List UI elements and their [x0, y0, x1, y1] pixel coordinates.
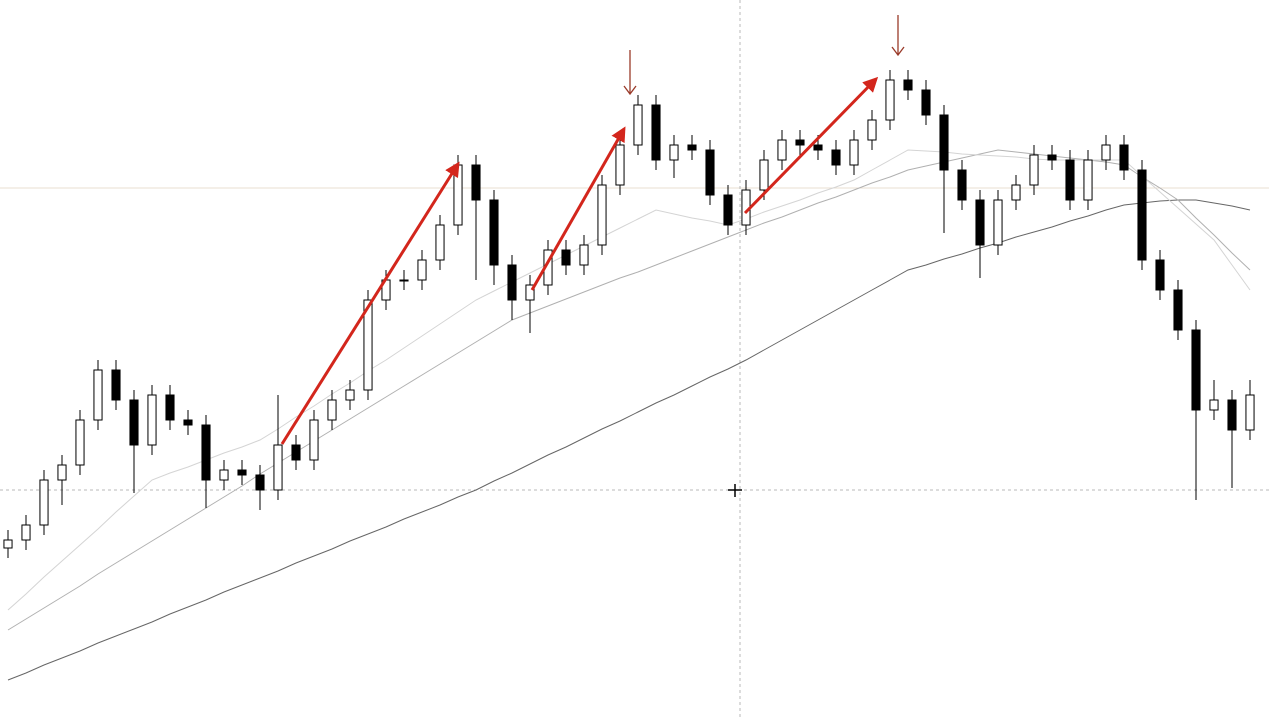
candle-body	[165, 394, 175, 421]
candle-body	[1101, 144, 1111, 161]
candle-body	[453, 164, 463, 226]
candle-body	[849, 139, 859, 166]
candle-body	[435, 224, 445, 261]
candle-body	[1065, 159, 1075, 201]
candles	[3, 70, 1255, 558]
candle-body	[273, 444, 283, 491]
candle-body	[1173, 289, 1183, 331]
candle-body	[363, 299, 373, 391]
candle-body	[1209, 399, 1219, 411]
candle-body	[1227, 399, 1237, 431]
candle-body	[579, 244, 589, 266]
candle-body	[975, 199, 985, 246]
candle-body	[687, 144, 697, 151]
candle-body	[129, 399, 139, 446]
candle-body	[903, 79, 913, 91]
candle-body	[1029, 154, 1039, 186]
candle-body	[723, 194, 733, 226]
candle-body	[813, 144, 823, 151]
trend-arrow	[530, 126, 626, 291]
candle-body	[1137, 169, 1147, 261]
moving-average-line	[7, 199, 1251, 681]
candle-body	[1083, 159, 1093, 201]
candle-body	[309, 419, 319, 461]
candle-body	[597, 184, 607, 246]
candle-body	[705, 149, 715, 196]
annotations	[280, 15, 905, 497]
moving-averages	[7, 149, 1251, 681]
candle-body	[417, 259, 427, 281]
candle-body	[399, 279, 409, 282]
crosshair-cursor	[728, 484, 742, 497]
candle-body	[633, 104, 643, 146]
candle-body	[561, 249, 571, 266]
candle-body	[795, 139, 805, 146]
candle-body	[885, 79, 895, 121]
trend-arrow	[743, 76, 879, 215]
candle-body	[471, 164, 481, 201]
candle-body	[1245, 394, 1255, 431]
candle-body	[57, 464, 67, 481]
candle-body	[759, 159, 769, 191]
candle-body	[939, 114, 949, 171]
candle-body	[201, 424, 211, 481]
candle-body	[183, 419, 193, 426]
moving-average-line	[7, 149, 1251, 611]
candle-body	[651, 104, 661, 161]
candle-body	[291, 444, 301, 461]
candle-body	[957, 169, 967, 201]
candle-body	[327, 399, 337, 421]
candle-body	[1119, 144, 1129, 171]
candle-body	[525, 284, 535, 301]
candle-body	[3, 539, 13, 549]
candle-body	[921, 89, 931, 116]
candle-body	[147, 394, 157, 446]
candle-body	[615, 144, 625, 186]
candle-body	[1047, 154, 1057, 161]
top-marker	[891, 15, 905, 57]
moving-average-line	[7, 149, 1251, 631]
candle-body	[255, 474, 265, 491]
candle-body	[93, 369, 103, 421]
candle-body	[219, 469, 229, 481]
candle-body	[1155, 259, 1165, 291]
candle-body	[345, 389, 355, 401]
candle-body	[39, 479, 49, 526]
candle-body	[669, 144, 679, 161]
candle-body	[777, 139, 787, 161]
candle-body	[1011, 184, 1021, 201]
candle-body	[867, 119, 877, 141]
candle-body	[21, 524, 31, 541]
candle-body	[111, 369, 121, 401]
trend-arrow	[280, 161, 460, 445]
candle-body	[489, 199, 499, 266]
top-marker	[623, 50, 637, 96]
candle-body	[993, 199, 1003, 246]
candle-body	[1191, 329, 1201, 411]
candle-body	[75, 419, 85, 466]
candle-body	[237, 469, 247, 476]
candle-body	[507, 264, 517, 301]
candle-body	[831, 149, 841, 166]
